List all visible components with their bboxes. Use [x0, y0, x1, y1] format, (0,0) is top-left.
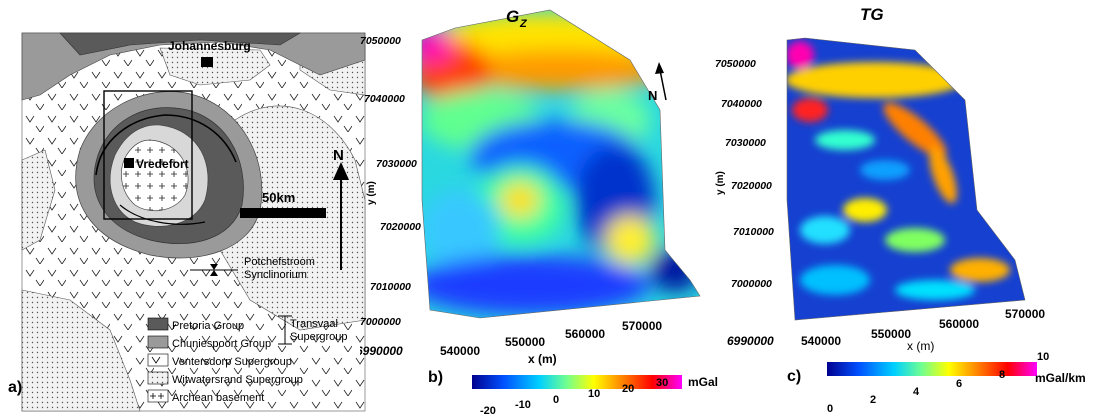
svg-text:7050000: 7050000 [360, 35, 401, 47]
svg-text:7020000: 7020000 [380, 221, 421, 233]
svg-text:Pretoria Group: Pretoria Group [172, 320, 244, 332]
svg-text:6990000: 6990000 [727, 334, 774, 348]
johannesburg-marker [201, 57, 213, 67]
gz-colorbar: -20 -10 0 10 20 30 mGal [472, 375, 718, 417]
svg-text:550000: 550000 [871, 327, 911, 341]
gz-panel: G Z N 7050000 7040000 7030000 7020000 70… [360, 0, 730, 418]
tg-title: TG [860, 5, 884, 24]
vredefort-marker [124, 158, 134, 168]
north-label: N [333, 147, 344, 164]
svg-text:560000: 560000 [939, 317, 979, 331]
svg-text:540000: 540000 [801, 334, 841, 348]
synclinorium-legend: Potchefstroom Synclinorium [190, 256, 315, 281]
tg-x-axis: 540000 550000 560000 570000 [801, 307, 1045, 348]
tg-xlabel: x (m) [907, 339, 934, 353]
svg-text:7000000: 7000000 [360, 316, 401, 328]
tg-unit: mGal/km [1035, 371, 1086, 385]
map-area [21, 32, 366, 412]
svg-text:30: 30 [656, 377, 668, 389]
svg-text:7000000: 7000000 [731, 278, 772, 290]
gz-y-axis: 7050000 7040000 7030000 7020000 7010000 … [360, 35, 421, 358]
gz-ylabel: y (m) [366, 181, 377, 205]
panel-b-label: b) [428, 369, 443, 386]
svg-text:7030000: 7030000 [725, 137, 766, 149]
svg-text:540000: 540000 [440, 344, 480, 358]
svg-text:550000: 550000 [505, 335, 545, 349]
panel-a-label: a) [8, 379, 22, 396]
svg-text:Synclinorium: Synclinorium [244, 269, 307, 281]
svg-text:7050000: 7050000 [715, 58, 756, 70]
svg-text:6: 6 [956, 378, 962, 390]
geology-map-panel: Johannesburg Vredefort 50km N Potchefstr… [0, 0, 375, 418]
gz-x-axis: 540000 550000 560000 570000 [440, 319, 662, 358]
svg-text:7010000: 7010000 [733, 226, 774, 238]
map-legend: Pretoria Group Chuniespoort Group Venter… [147, 315, 348, 404]
svg-text:Chuniespoort Group: Chuniespoort Group [172, 338, 271, 350]
tg-panel: TG 7050000 7040000 7030000 7020000 70100… [715, 0, 1101, 418]
svg-text:Archean basement: Archean basement [172, 392, 264, 404]
tg-y-axis: 7050000 7040000 7030000 7020000 7010000 … [715, 58, 774, 348]
svg-text:Transvaal: Transvaal [290, 318, 338, 330]
svg-text:Witwatersrand Supergroup: Witwatersrand Supergroup [172, 374, 303, 386]
svg-text:570000: 570000 [1005, 307, 1045, 321]
gz-unit: mGal [688, 375, 718, 389]
svg-text:7010000: 7010000 [370, 281, 411, 293]
study-area-box [103, 90, 193, 220]
svg-text:570000: 570000 [622, 319, 662, 333]
svg-text:8: 8 [999, 369, 1005, 381]
svg-text:7040000: 7040000 [721, 98, 762, 110]
svg-text:0: 0 [827, 403, 833, 415]
svg-text:4: 4 [913, 386, 920, 398]
tg-colorbar: 0 2 4 6 8 10 mGal/km [827, 351, 1086, 415]
panel-c-label: c) [787, 368, 801, 385]
svg-text:Ventersdorp Supergroup: Ventersdorp Supergroup [172, 356, 292, 368]
svg-text:560000: 560000 [565, 327, 605, 341]
scale-bar [240, 208, 326, 218]
svg-text:2: 2 [870, 394, 876, 406]
svg-text:7040000: 7040000 [364, 93, 405, 105]
tg-surface [787, 38, 1025, 320]
svg-text:20: 20 [622, 383, 634, 395]
johannesburg-label: Johannesburg [168, 39, 251, 53]
svg-text:0: 0 [553, 394, 559, 406]
gz-surface [422, 10, 700, 318]
tg-ylabel: y (m) [715, 171, 726, 195]
svg-text:6990000: 6990000 [360, 344, 403, 358]
svg-text:-20: -20 [480, 405, 496, 417]
svg-text:10: 10 [588, 388, 600, 400]
svg-text:-10: -10 [515, 399, 531, 411]
svg-text:Potchefstroom: Potchefstroom [244, 256, 315, 268]
svg-text:N: N [648, 88, 657, 103]
svg-text:10: 10 [1037, 351, 1049, 363]
north-arrow-b: N [648, 62, 667, 103]
svg-text:Supergroup: Supergroup [290, 331, 348, 343]
gz-title-sub: Z [519, 18, 528, 30]
gz-title: G [506, 7, 519, 26]
scale-label: 50km [262, 190, 295, 205]
gz-xlabel: x (m) [528, 352, 557, 366]
svg-text:7030000: 7030000 [376, 158, 417, 170]
svg-text:7020000: 7020000 [731, 180, 772, 192]
vredefort-label: Vredefort [136, 157, 189, 171]
